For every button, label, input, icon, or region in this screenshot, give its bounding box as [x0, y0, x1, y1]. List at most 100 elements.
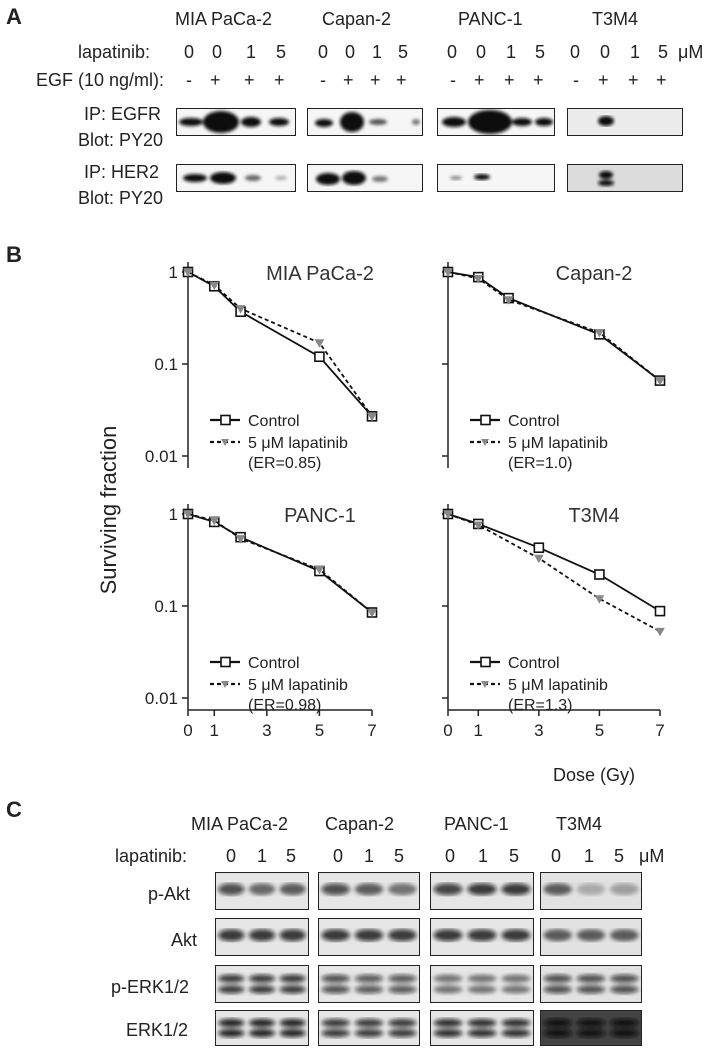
blot-bands: [543, 929, 639, 942]
lapatinib-point: [594, 328, 605, 338]
cell-line-label: Capan-2: [322, 9, 392, 29]
x-tick-label: 1: [474, 721, 483, 740]
unit-label: μM: [678, 42, 704, 62]
cell-line-label: Capan-2: [325, 814, 395, 834]
western-blot-strip: [430, 918, 534, 956]
western-blot-strip: [430, 872, 534, 910]
lapatinib-point: [533, 554, 544, 564]
egf-value: +: [656, 70, 667, 90]
y-tick-label: 0.01: [145, 689, 178, 708]
western-blot-strip: [430, 965, 534, 1003]
legend-control-marker: [220, 414, 231, 426]
x-tick-label: 1: [210, 721, 219, 740]
blot-bands: [543, 1018, 639, 1038]
y-tick-label: 1: [169, 505, 178, 524]
western-blot-strip: [307, 108, 423, 136]
lapatinib-point: [314, 339, 325, 348]
egf-value: +: [628, 70, 639, 90]
chart-title: PANC-1: [284, 505, 356, 527]
survival-charts: Surviving fraction Dose (Gy) 1 0.1 0.01 MIA…: [96, 262, 666, 785]
lapatinib-row-label: lapatinib:: [115, 846, 188, 866]
blot-bands: [442, 110, 553, 134]
lapatinib-point: [473, 521, 484, 530]
egf-value: +: [244, 70, 255, 90]
lapatinib-value: 5: [509, 846, 520, 866]
egf-value: +: [343, 70, 354, 90]
lapatinib-value: 0: [551, 846, 562, 866]
x-tick-label: 5: [595, 721, 604, 740]
enhancement-ratio-label: (ER=1.0): [508, 455, 572, 472]
legend-control-label: Control: [248, 655, 300, 672]
legend-control-label: Control: [508, 413, 560, 430]
blot-bands: [433, 929, 531, 942]
control-point: [533, 542, 545, 554]
lapatinib-value: 0: [570, 42, 581, 62]
enhancement-ratio-label: (ER=1.3): [508, 697, 572, 714]
blot-bands: [433, 1018, 531, 1038]
lapatinib-point: [183, 510, 193, 520]
egf-row-label: EGF (10 ng/ml):: [36, 70, 165, 90]
blot-row-label: Blot: PY20: [78, 188, 164, 208]
blot-row-label: p-Akt: [148, 884, 191, 904]
lapatinib-value: 1: [630, 42, 641, 62]
lapatinib-curve: [187, 271, 373, 417]
lapatinib-value: 5: [614, 846, 625, 866]
western-blot-strip: [318, 965, 420, 1003]
lapatinib-point: [314, 565, 325, 575]
western-blot-strip: [540, 1010, 642, 1046]
blot-bands: [218, 1018, 306, 1038]
lapatinib-row-label: lapatinib:: [78, 42, 151, 62]
lapatinib-value: 0: [447, 42, 458, 62]
egf-value: -: [573, 70, 579, 90]
blot-bands: [543, 974, 639, 994]
blot-bands: [315, 112, 420, 132]
western-blot-strip: [540, 872, 642, 910]
western-blot-strip: [540, 965, 642, 1003]
lapatinib-point: [473, 274, 484, 284]
western-blot-strip: [318, 872, 420, 910]
western-blot-strip: [437, 164, 555, 192]
western-blot-strip: [437, 108, 555, 136]
lapatinib-point: [235, 305, 246, 314]
lapatinib-value: 0: [600, 42, 611, 62]
lapatinib-value: 1: [478, 846, 489, 866]
lapatinib-point: [443, 510, 453, 520]
western-blot-strip: [567, 164, 683, 192]
legend-lapatinib-marker: [221, 439, 229, 446]
egf-value: +: [396, 70, 407, 90]
control-point: [594, 569, 605, 580]
lapatinib-value: 0: [476, 42, 487, 62]
legend-control-label: Control: [508, 655, 560, 672]
lapatinib-curve: [447, 271, 661, 382]
cell-line-label: MIA PaCa-2: [175, 9, 273, 29]
blot-bands: [598, 171, 614, 186]
legend-lapatinib-label: 5 μM lapatinib: [248, 435, 348, 452]
western-blot-strip: [318, 1010, 420, 1046]
x-tick-label: 0: [443, 721, 452, 740]
lapatinib-point: [503, 296, 514, 305]
lapatinib-point: [655, 377, 665, 386]
lapatinib-point: [655, 627, 665, 637]
unit-label: μM: [639, 846, 665, 866]
lapatinib-point: [209, 281, 220, 291]
panel-c-letter: C: [6, 797, 22, 822]
western-blot-strip: [430, 1010, 534, 1046]
lapatinib-value: 0: [184, 42, 195, 62]
blot-bands: [316, 171, 388, 185]
legend-control-marker: [480, 414, 491, 426]
blot-bands: [433, 883, 531, 896]
control-point: [314, 351, 325, 363]
lapatinib-value: 1: [372, 42, 383, 62]
cell-line-label: MIA PaCa-2: [191, 814, 289, 834]
cell-line-label: PANC-1: [458, 9, 523, 29]
cell-line-label: T3M4: [592, 9, 639, 29]
blot-row-label: p-ERK1/2: [111, 977, 190, 997]
western-blot-strip: [540, 918, 642, 956]
panel-a-letter: A: [6, 4, 22, 29]
blot-bands: [218, 974, 306, 994]
egf-value: +: [474, 70, 485, 90]
legend-control-label: Control: [248, 413, 300, 430]
y-tick-label: 1: [169, 263, 178, 282]
y-axis-label: Surviving fraction: [96, 426, 121, 595]
blot-bands: [321, 929, 417, 942]
